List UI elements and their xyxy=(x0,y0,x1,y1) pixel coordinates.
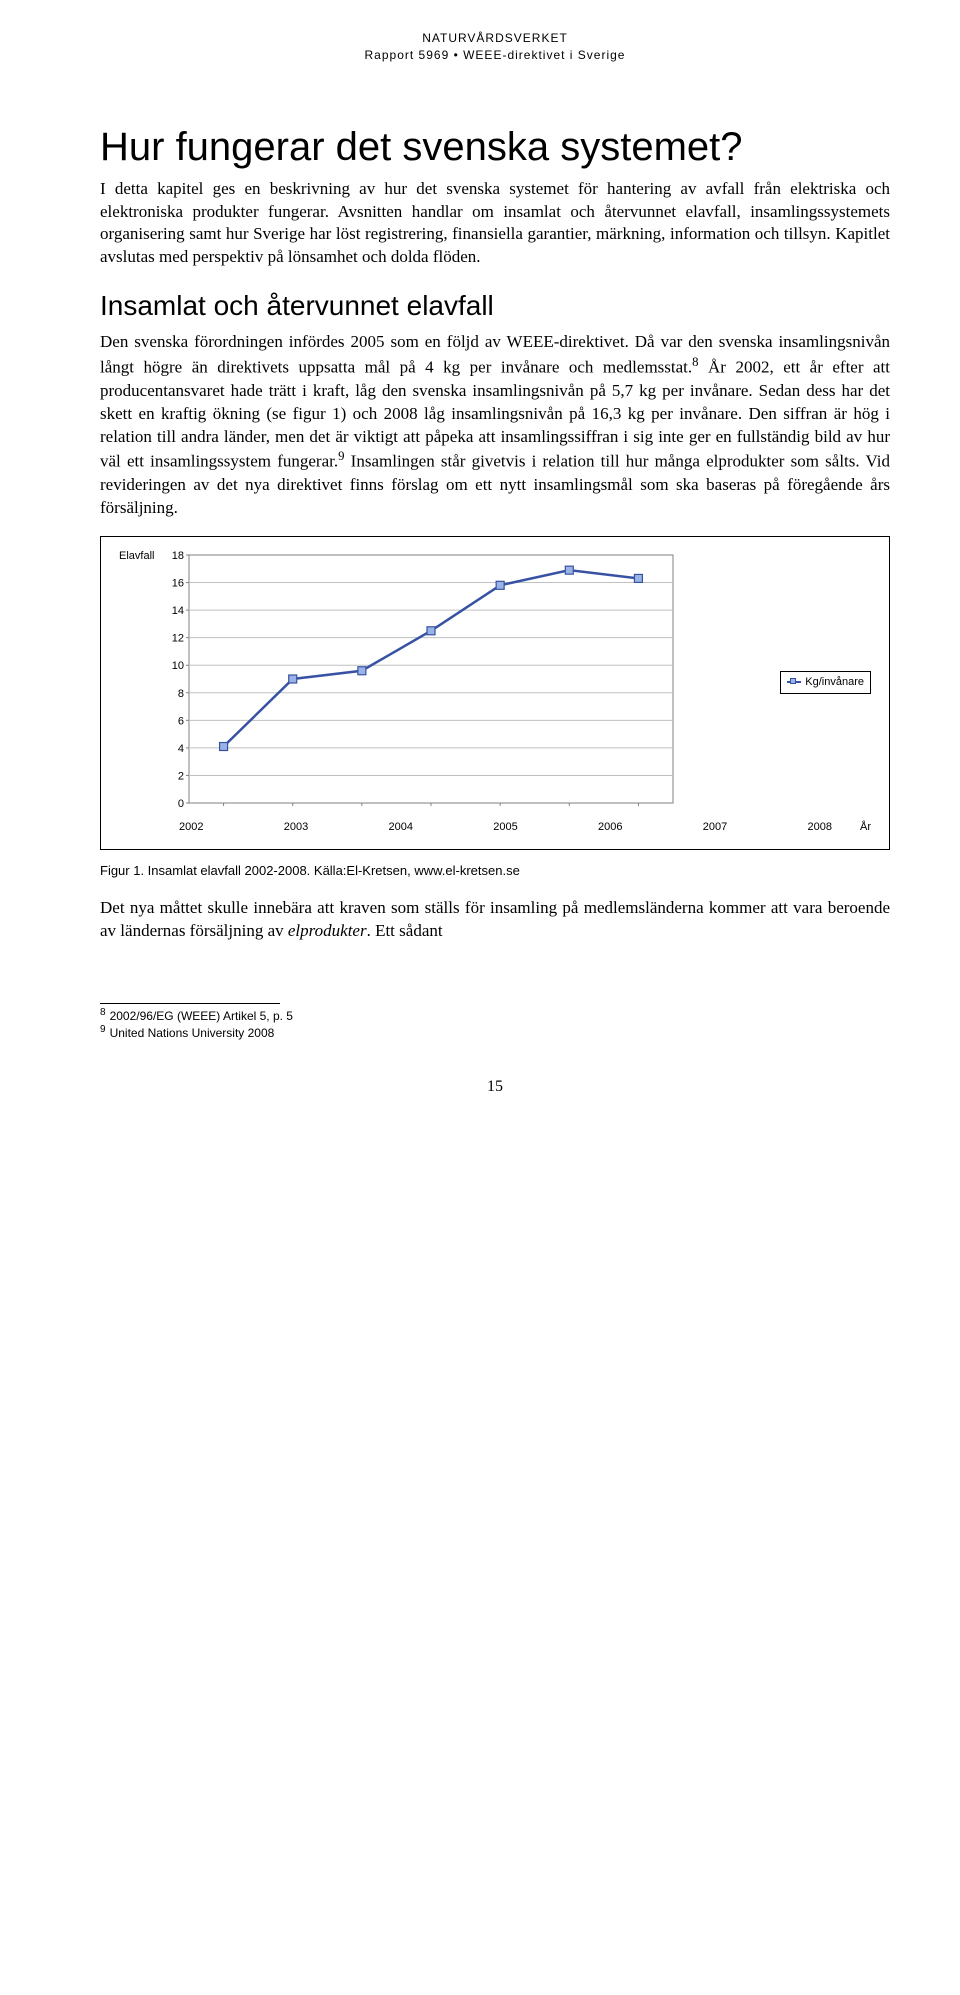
x-axis-labels: 2002 2003 2004 2005 2006 2007 2008 xyxy=(161,820,850,835)
chart-legend: Kg/invånare xyxy=(780,671,871,694)
legend-label: Kg/invånare xyxy=(805,675,864,690)
svg-text:14: 14 xyxy=(172,605,184,617)
x-tick-label: 2005 xyxy=(493,820,517,835)
closing-paragraph: Det nya måttet skulle innebära att krave… xyxy=(100,897,890,943)
x-tick-label: 2003 xyxy=(284,820,308,835)
page-number: 15 xyxy=(100,1076,890,1098)
x-axis-label: År xyxy=(850,820,871,835)
x-tick-label: 2002 xyxy=(179,820,203,835)
svg-text:4: 4 xyxy=(178,743,184,755)
section-heading: Insamlat och återvunnet elavfall xyxy=(100,287,890,325)
closing-a: Det nya måttet skulle innebära att krave… xyxy=(100,898,890,940)
x-tick-label: 2006 xyxy=(598,820,622,835)
footnote-rule xyxy=(100,1003,280,1004)
footnote-8: 8 2002/96/EG (WEEE) Artikel 5, p. 5 xyxy=(100,1008,890,1025)
figure-caption: Figur 1. Insamlat elavfall 2002-2008. Kä… xyxy=(100,862,890,880)
x-tick-label: 2007 xyxy=(703,820,727,835)
chart-container: Elavfall 0 2 4 6 8 10 12 14 16 18 Kg/invånare 200… xyxy=(100,536,890,850)
x-tick-label: 2008 xyxy=(808,820,832,835)
closing-italic: elprodukter xyxy=(288,921,367,940)
closing-b: . Ett sådant xyxy=(367,921,443,940)
svg-text:12: 12 xyxy=(172,633,184,645)
svg-text:0: 0 xyxy=(178,798,184,809)
svg-text:6: 6 xyxy=(178,715,184,727)
svg-text:18: 18 xyxy=(172,550,184,562)
page-header: NATURVÅRDSVERKET Rapport 5969 • WEEE-dir… xyxy=(100,30,890,64)
footnotes: 8 2002/96/EG (WEEE) Artikel 5, p. 5 9 Un… xyxy=(100,1008,890,1042)
svg-text:10: 10 xyxy=(172,660,184,672)
page-title: Hur fungerar det svenska systemet? xyxy=(100,124,890,170)
header-line-2: Rapport 5969 • WEEE-direktivet i Sverige xyxy=(100,47,890,64)
x-tick-label: 2004 xyxy=(389,820,413,835)
svg-text:8: 8 xyxy=(178,688,184,700)
intro-paragraph: I detta kapitel ges en beskrivning av hu… xyxy=(100,178,890,270)
legend-swatch xyxy=(787,678,801,686)
y-axis-label: Elavfall xyxy=(119,549,161,816)
header-line-1: NATURVÅRDSVERKET xyxy=(100,30,890,47)
line-chart: 0 2 4 6 8 10 12 14 16 18 xyxy=(161,549,681,809)
svg-text:16: 16 xyxy=(172,578,184,590)
section-body: Den svenska förordningen infördes 2005 s… xyxy=(100,331,890,520)
footnote-9: 9 United Nations University 2008 xyxy=(100,1025,890,1042)
svg-text:2: 2 xyxy=(178,770,184,782)
